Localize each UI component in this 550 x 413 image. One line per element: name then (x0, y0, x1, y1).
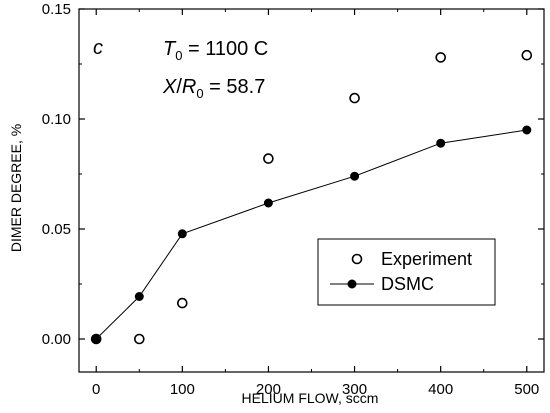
data-point-experiment (177, 297, 188, 309)
data-point-dsmc (436, 138, 446, 148)
series-line-dsmc (95, 129, 527, 340)
data-point-experiment (134, 333, 145, 345)
y-tick-label: 0.15 (42, 1, 71, 18)
data-point-dsmc (134, 292, 144, 301)
legend-marker-experiment (351, 253, 363, 265)
data-point-experiment (435, 52, 447, 63)
x-tick-label: 0 (92, 381, 100, 398)
x-tick-label: 400 (428, 381, 453, 398)
data-point-experiment (263, 153, 274, 164)
x-tick-label: 300 (342, 381, 367, 398)
y-tick-label: 0.05 (42, 221, 71, 238)
data-point-experiment (349, 92, 360, 104)
data-point-dsmc (263, 198, 273, 208)
panel-label: c (93, 37, 103, 59)
data-point-experiment (521, 49, 533, 61)
legend-box (317, 238, 496, 306)
plot-frame (78, 8, 545, 373)
y-tick-label: 0.00 (42, 331, 71, 348)
legend-marker-dsmc (347, 279, 357, 289)
data-point-dsmc (177, 229, 187, 239)
x-axis-title: HELIUM FLOW, sccm (242, 390, 379, 406)
plot-data (90, 49, 533, 345)
data-point-dsmc (91, 334, 101, 344)
data-point-dsmc (522, 125, 532, 135)
axes: 0 100 200 300 400 500 0.00 0.05 0.10 0.15 (42, 1, 545, 398)
legend-label-dsmc: DSMC (381, 274, 434, 294)
x-tick-label: 100 (170, 381, 195, 398)
y-axis-title: DIMER DEGREE, % (8, 124, 24, 252)
annotation-distance-ratio: X/R0 = 58.7 (162, 76, 265, 101)
legend: Experiment DSMC (317, 238, 496, 306)
legend-label-experiment: Experiment (381, 249, 472, 269)
x-tick-label: 500 (514, 381, 539, 398)
x-tick-label: 200 (256, 381, 281, 398)
data-point-dsmc (350, 171, 360, 181)
annotation-temperature: T0 = 1100 C (163, 38, 268, 63)
y-tick-label: 0.10 (42, 111, 71, 128)
